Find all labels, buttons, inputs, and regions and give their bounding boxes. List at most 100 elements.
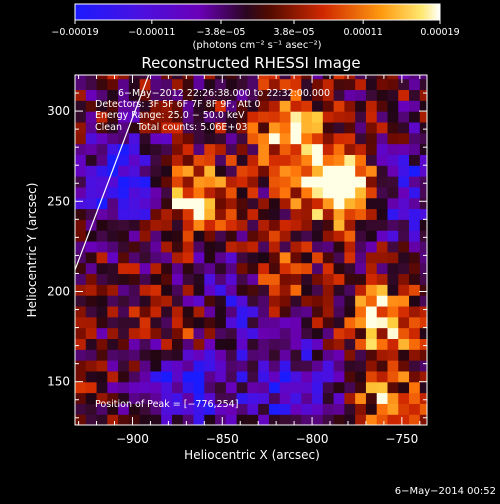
heatmap-cell [333, 316, 345, 329]
heatmap-cell [150, 305, 162, 318]
heatmap-cell [96, 316, 108, 329]
heatmap-cell [322, 75, 335, 80]
x-tick-label: −750 [385, 432, 418, 446]
heatmap-cell [215, 338, 227, 350]
heatmap-cell [409, 100, 421, 112]
heatmap-cell [290, 284, 302, 296]
heatmap-cell [128, 89, 141, 101]
heatmap-cell [85, 111, 98, 123]
heatmap-cell [365, 121, 378, 134]
heatmap-cell [344, 360, 356, 372]
heatmap-cell [301, 143, 313, 155]
heatmap-cell [258, 121, 270, 134]
heatmap-cell [247, 284, 259, 296]
heatmap-cell [107, 381, 119, 394]
heatmap-cell [258, 176, 270, 188]
heatmap-cell [290, 262, 302, 275]
heatmap-cell [258, 403, 270, 415]
heatmap-cell [96, 295, 108, 307]
colorbar-ticks: −0.00019 −0.00011 −3.8e−05 3.8e−05 0.00011 0.… [51, 20, 460, 38]
heatmap-cell [150, 316, 162, 329]
heatmap-cell [128, 121, 141, 134]
heatmap-cell [215, 262, 227, 275]
heatmap-cell [290, 121, 302, 134]
heatmap-cell [128, 230, 141, 242]
heatmap-cell [247, 208, 259, 220]
heatmap-cell [182, 262, 195, 275]
heatmap-cell [312, 370, 324, 383]
heatmap-cell [171, 219, 184, 231]
heatmap-cell [398, 360, 410, 372]
heatmap-cell [204, 403, 216, 415]
heatmap-cell [312, 295, 324, 307]
heatmap-cell [247, 121, 259, 134]
heatmap-cell [268, 186, 281, 199]
heatmap-cell [236, 75, 249, 80]
annotation-detectors: Detectors: 3F 5F 6F 7F 8F 9F, Att 0 [95, 99, 261, 110]
heatmap-cell [419, 381, 427, 394]
heatmap-cell [333, 305, 345, 318]
heatmap-cell [398, 111, 410, 123]
heatmap-cell [290, 316, 302, 329]
heatmap-cell [96, 360, 108, 372]
heatmap-cell [333, 392, 345, 404]
heatmap-cell [258, 295, 270, 307]
heatmap-cell [128, 273, 141, 285]
heatmap-cell [215, 186, 227, 199]
heatmap-cell [398, 392, 410, 404]
heatmap-cell [279, 414, 292, 425]
heatmap-cell [96, 186, 108, 199]
heatmap-cell [161, 219, 173, 231]
heatmap-cell [182, 360, 195, 372]
heatmap-cell [268, 165, 281, 177]
heatmap-cell [215, 143, 227, 155]
annotation-energy-range: Energy Range: 25.0 − 50.0 keV [95, 110, 245, 121]
heatmap-cell [312, 273, 324, 285]
heatmap-cell [268, 360, 281, 372]
heatmap-cell [215, 75, 227, 80]
heatmap-cell [204, 338, 216, 350]
heatmap-cell [96, 273, 108, 285]
heatmap-cell [171, 78, 184, 91]
heatmap-cell [322, 262, 335, 275]
heatmap-cell [236, 414, 249, 425]
heatmap-cell [204, 230, 216, 242]
heatmap-cell [376, 284, 389, 296]
heatmap-cell [333, 284, 345, 296]
heatmap-cell [193, 75, 205, 80]
heatmap-cell [344, 78, 356, 91]
heatmap-cell [118, 381, 130, 394]
heatmap-cell [85, 316, 98, 329]
heatmap-cell [215, 154, 227, 166]
heatmap-cell [215, 295, 227, 307]
heatmap-cell [118, 132, 130, 145]
heatmap-cell [376, 78, 389, 91]
heatmap-cell [96, 89, 108, 101]
heatmap-cell [365, 100, 378, 112]
heatmap-cell [387, 78, 399, 91]
heatmap-cell [409, 381, 421, 394]
heatmap-cell [139, 100, 152, 112]
heatmap-cell [409, 143, 421, 155]
heatmap-cell [258, 143, 270, 155]
heatmap-cell [96, 154, 108, 166]
heatmap-cell [258, 305, 270, 318]
heatmap-cell [365, 132, 378, 145]
heatmap-cell [204, 186, 216, 199]
heatmap-cell [236, 111, 249, 123]
heatmap-cell [215, 305, 227, 318]
heatmap-cell [150, 197, 162, 210]
heatmap-cell [150, 186, 162, 199]
heatmap-cell [215, 381, 227, 394]
heatmap-cell [215, 111, 227, 123]
heatmap-cell [225, 262, 238, 275]
heatmap-cell [333, 219, 345, 231]
heatmap-cell [182, 240, 195, 253]
heatmap-cell [279, 284, 292, 296]
heatmap-cell [75, 284, 87, 296]
heatmap-cell [225, 370, 238, 383]
heatmap-cell [150, 78, 162, 91]
heatmap-cell [107, 230, 119, 242]
heatmap-cell [290, 251, 302, 264]
heatmap-cell [258, 89, 270, 101]
